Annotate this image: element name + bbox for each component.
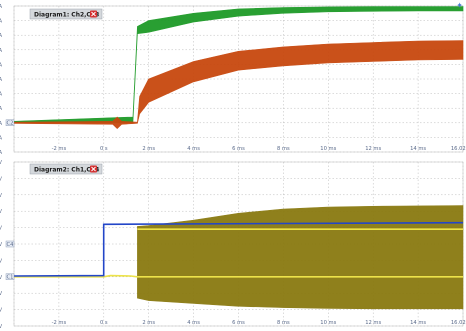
x-tick-label: -2 ms [52,146,67,152]
x-tick-label: 0 s [100,146,108,152]
diagram-tab [29,8,103,20]
x-tick-label: 0 s [100,320,108,326]
x-tick-label: 12 ms [365,320,381,326]
x-tick-label: 2 ms [142,146,155,152]
y-tick-label: 1.5 A [0,77,2,83]
y-tick-label: 500 mA [0,106,2,112]
x-tick-label: 8 ms [277,320,290,326]
y-tick-label: 16 V [0,209,2,215]
y-tick-label: 12 V [0,226,2,232]
y-tick-label: 4 A [0,4,2,10]
series-band-1 [137,205,464,310]
channel-marker-label: C2 [7,121,14,127]
y-tick-label: 2.5 A [0,48,2,54]
y-tick-label: -12 V [0,324,2,330]
x-tick-label: 14 ms [410,146,426,152]
x-tick-label: 16.02 ms [451,320,466,326]
close-icon-stroke [91,11,96,17]
y-tick-label: 4 V [0,258,2,264]
y-tick-label: 20 V [0,193,2,199]
x-tick-label: 4 ms [187,146,200,152]
channel-marker [5,240,15,248]
x-tick-label: 10 ms [320,320,336,326]
channel-marker-label: C4 [7,242,15,248]
y-tick-label: -4 V [0,291,2,297]
y-tick-label: 1 A [0,92,2,98]
y-tick-label: 3 A [0,33,2,39]
chart-panel-2: -2 ms 0 s 2 ms 4 ms 6 ms 8 ms 10 ms 12 ms 14 ms 1… [0,160,466,330]
y-tick-label: -1 A [0,150,2,156]
diagram-title: Diagram1: Ch2,Ch3 [34,11,99,18]
x-tick-label: 2 ms [142,320,155,326]
x-tick-label: 12 ms [365,146,381,152]
diagram-tab [29,163,103,175]
x-tick-label: 8 ms [277,146,290,152]
series-line-2 [14,274,463,278]
y-tick-label: 8 V [0,242,2,248]
close-icon-stroke [91,166,96,172]
x-tick-label: 10 ms [320,146,336,152]
x-tick-label: 6 ms [232,146,245,152]
series-line-3 [13,221,464,277]
channel-marker-label: C1 [7,275,14,281]
chart-panel-1: -2 ms 0 s 2 ms 4 ms 6 ms 8 ms 10 ms 12 ms 14 ms 1… [0,4,466,156]
y-tick-label: 0 A [0,121,2,127]
y-tick-label: 2 A [0,62,2,68]
series-band-1 [13,6,464,124]
y-tick-label: 0 V [0,275,2,281]
y-tick-label: -8 V [0,308,2,314]
x-tick-label: -2 ms [52,320,67,326]
x-tick-label: 16.02 ms [451,146,466,152]
channel-marker [5,273,15,280]
x-tick-label: 14 ms [410,320,426,326]
x-tick-label: 4 ms [187,320,200,326]
y-tick-label: 24 V [0,176,2,182]
pin-icon[interactable]: ✦ [456,1,463,10]
x-tick-label: 6 ms [232,320,245,326]
y-tick-label: 28 V [0,160,2,166]
y-tick-label: -500 mA [0,135,2,141]
channel-marker [5,119,15,127]
diagram-title: Diagram2: Ch1,Ch4 [34,166,99,173]
y-tick-label: 3.5 A [0,19,2,25]
series-band-2 [13,40,464,130]
